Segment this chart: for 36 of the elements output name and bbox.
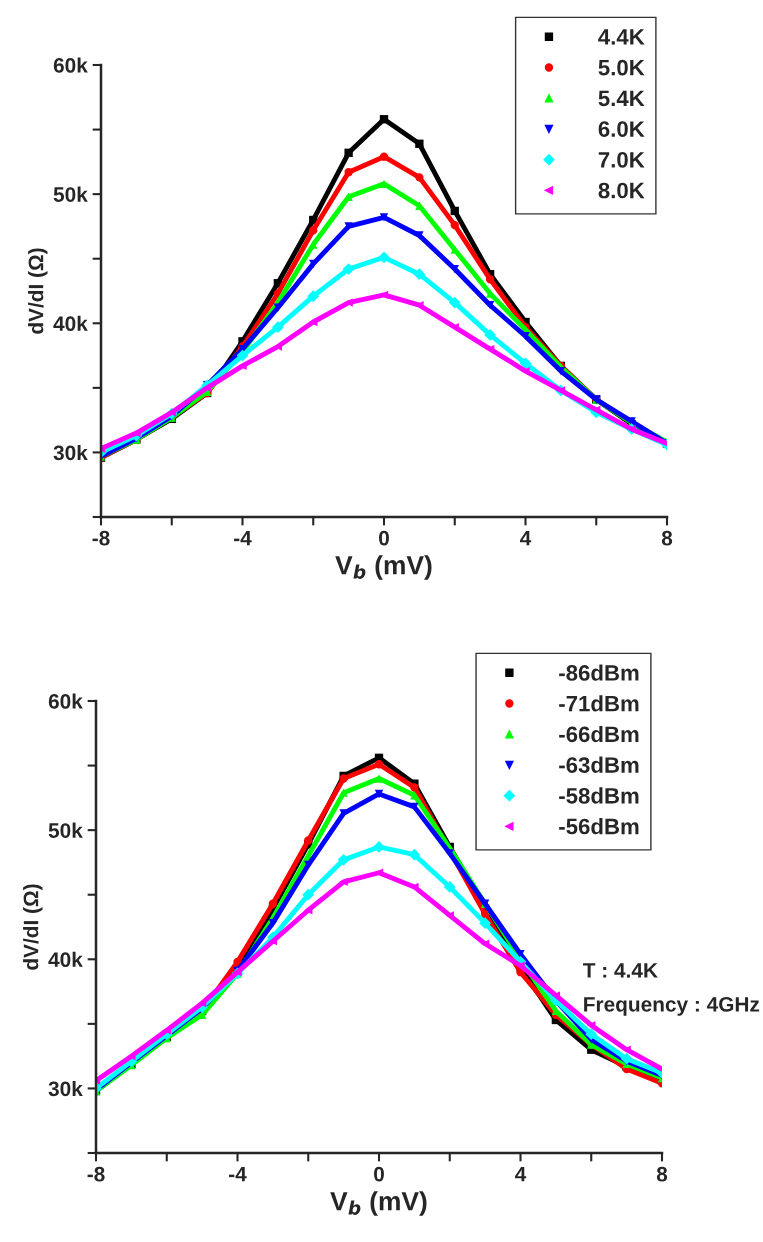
- legend-label: -86dBm: [559, 664, 639, 681]
- y-tick-label: 50k: [53, 186, 88, 202]
- x-tick-label: 0: [374, 1166, 384, 1182]
- y-axis-title: dV/dI (Ω): [28, 248, 48, 334]
- x-tick-label: -8: [92, 530, 110, 546]
- legend-label: -71dBm: [559, 695, 639, 712]
- y-tick-label: 30k: [48, 1080, 83, 1097]
- legend-label: -56dBm: [559, 818, 639, 835]
- y-tick-label: 30k: [53, 444, 88, 461]
- x-tick-label: 8: [656, 1166, 668, 1182]
- x-tick-label: -4: [229, 1166, 247, 1182]
- legend-label: 8.0K: [598, 182, 645, 199]
- x-tick-label: 8: [661, 530, 673, 546]
- legend-label: -58dBm: [559, 787, 639, 804]
- y-tick-label: 60k: [48, 693, 83, 709]
- annotation: Frequency : 4GHz: [584, 996, 760, 1016]
- y-tick-label: 60k: [53, 57, 88, 73]
- annotation: T : 4.4K: [582, 963, 658, 978]
- x-tick-label: 0: [379, 530, 389, 546]
- y-tick-label: 40k: [48, 951, 83, 968]
- legend-label: -63dBm: [559, 756, 639, 773]
- x-tick-label: 4: [515, 1166, 527, 1182]
- x-tick-label: -8: [87, 1166, 105, 1182]
- legend-label: 4.4K: [598, 29, 645, 45]
- legend-label: 5.0K: [598, 59, 645, 76]
- legend-label: 7.0K: [598, 151, 645, 168]
- legend-label: 5.4K: [598, 90, 645, 107]
- y-tick-label: 50k: [48, 822, 83, 838]
- x-axis-title: V$_{b}$ (mV): [330, 1191, 427, 1216]
- legend-label: -66dBm: [559, 725, 639, 743]
- x-axis-title: V$_{b}$ (mV): [335, 555, 432, 580]
- legend-label: 6.0K: [598, 121, 645, 137]
- y-tick-label: 40k: [53, 315, 88, 332]
- y-axis-title: dV/dI (Ω): [23, 884, 43, 970]
- x-tick-label: -4: [234, 530, 252, 546]
- x-tick-label: 4: [520, 530, 532, 546]
